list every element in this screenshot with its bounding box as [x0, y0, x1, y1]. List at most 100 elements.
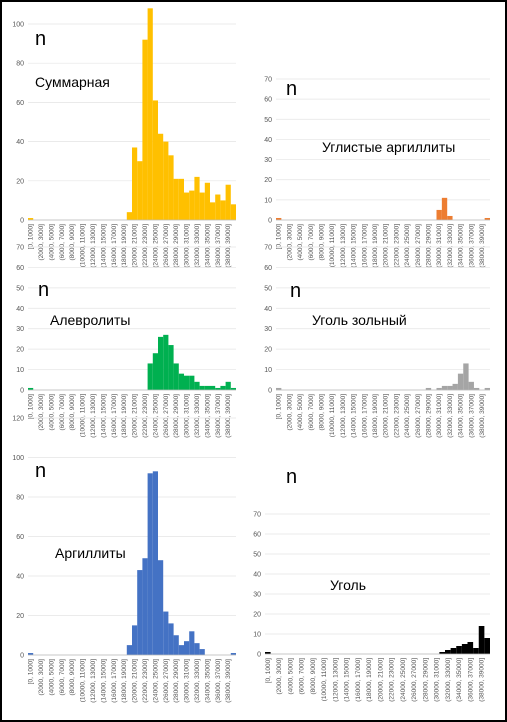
x-tick-label: [0, 1000]: [276, 394, 283, 419]
x-tick-label: (8000, 9000]: [69, 659, 76, 696]
x-tick-label: (2000, 3000]: [38, 394, 45, 431]
x-tick-label: (26000, 27000]: [163, 659, 170, 703]
x-tick-label: (24000, 25000]: [404, 224, 411, 268]
bar: [447, 385, 453, 390]
y-tick-label: 50: [264, 117, 272, 124]
x-tick-label: (2000, 3000]: [286, 224, 293, 261]
bar: [425, 387, 432, 390]
y-tick-label: 30: [16, 326, 24, 333]
x-tick-label: (10000, 11000]: [80, 224, 87, 267]
x-tick-label: (22000, 23000]: [142, 224, 149, 268]
bar: [189, 631, 195, 655]
x-tick-label: (26000, 27000]: [411, 658, 418, 702]
y-tick-label: 30: [253, 592, 261, 599]
bar: [447, 215, 453, 220]
x-tick-label: [0, 1000]: [265, 658, 272, 683]
y-tick-label: 60: [16, 534, 24, 541]
x-tick-label: (20000, 21000]: [383, 394, 390, 438]
bar: [173, 635, 179, 655]
x-tick-label: (4000, 5000]: [48, 394, 55, 431]
y-tick-label: 40: [16, 574, 24, 581]
x-tick-label: (10000, 11000]: [329, 394, 336, 437]
y-tick-label: 20: [16, 347, 24, 354]
x-tick-label: [0, 1000]: [28, 394, 35, 419]
x-tick-label: (8000, 9000]: [69, 224, 76, 261]
x-tick-label: (8000, 9000]: [318, 224, 325, 261]
bar: [147, 8, 153, 220]
bar: [168, 623, 174, 655]
y-tick-label: 20: [16, 613, 24, 620]
x-tick-label: (16000, 17000]: [111, 394, 118, 438]
x-tick-label: (20000, 21000]: [132, 659, 139, 703]
bar: [484, 217, 490, 220]
bar: [163, 611, 169, 655]
y-tick-label: 30: [264, 326, 272, 333]
bar: [178, 645, 184, 655]
y-tick-label: 80: [16, 61, 24, 68]
x-tick-label: (34000, 35000]: [456, 658, 463, 702]
x-tick-label: (16000, 17000]: [111, 224, 118, 268]
y-axis-label: n: [290, 280, 301, 302]
y-tick-label: 0: [268, 388, 272, 395]
x-tick-label: (4000, 5000]: [297, 224, 304, 261]
x-tick-label: (38000, 39000]: [225, 659, 232, 703]
bar: [441, 385, 448, 390]
y-tick-label: 40: [16, 139, 24, 146]
x-tick-label: (34000, 35000]: [204, 659, 211, 703]
bar: [441, 197, 448, 220]
x-tick-label: (28000, 29000]: [173, 659, 180, 703]
x-tick-label: (20000, 21000]: [377, 658, 384, 702]
y-tick-label: 70: [16, 245, 24, 252]
x-tick-label: (28000, 29000]: [173, 394, 180, 438]
bar: [265, 652, 271, 654]
x-tick-label: (30000, 31000]: [184, 394, 191, 438]
bar: [463, 363, 469, 390]
x-tick-label: (6000, 7000]: [308, 224, 315, 261]
chart-title: Уголь зольный: [312, 312, 407, 328]
chart-title: Аргиллиты: [55, 545, 126, 561]
bar: [473, 648, 479, 654]
bar: [173, 178, 179, 220]
bar: [158, 133, 164, 220]
bar: [178, 373, 184, 390]
y-tick-label: 60: [253, 532, 261, 539]
x-tick-label: (14000, 15000]: [100, 659, 107, 703]
bar: [163, 334, 169, 390]
x-tick-label: (2000, 3000]: [38, 659, 45, 696]
bar: [142, 39, 148, 221]
bar: [225, 184, 231, 220]
x-tick-label: (24000, 25000]: [152, 394, 159, 438]
x-tick-label: (14000, 15000]: [344, 658, 351, 702]
bar: [189, 190, 195, 220]
bar: [132, 625, 138, 655]
x-tick-label: (34000, 35000]: [458, 224, 465, 268]
x-tick-label: (32000, 33000]: [194, 659, 201, 703]
x-tick-label: (36000, 37000]: [215, 659, 222, 703]
bar: [158, 336, 164, 390]
bar: [204, 182, 210, 220]
y-tick-label: 120: [12, 416, 24, 423]
x-tick-label: (38000, 39000]: [479, 394, 486, 438]
y-tick-label: 60: [16, 265, 24, 272]
y-tick-label: 60: [264, 265, 272, 272]
y-tick-label: 40: [253, 572, 261, 579]
x-tick-label: (26000, 27000]: [163, 394, 170, 438]
x-tick-label: (6000, 7000]: [59, 659, 66, 696]
y-tick-label: 60: [16, 100, 24, 107]
bar: [445, 650, 451, 654]
y-tick-label: 10: [264, 197, 272, 204]
x-tick-label: (32000, 33000]: [447, 224, 454, 268]
y-tick-label: 0: [20, 388, 24, 395]
y-tick-label: 30: [264, 157, 272, 164]
x-tick-label: [0, 1000]: [276, 224, 283, 249]
x-tick-label: (4000, 5000]: [287, 658, 294, 695]
bar: [484, 387, 490, 390]
bar: [473, 387, 480, 390]
x-tick-label: (10000, 11000]: [321, 658, 328, 701]
x-tick-label: (24000, 25000]: [152, 224, 159, 268]
x-tick-label: (32000, 33000]: [194, 224, 201, 268]
bar: [28, 387, 34, 390]
bar: [142, 558, 148, 655]
x-tick-label: (2000, 3000]: [38, 224, 45, 261]
